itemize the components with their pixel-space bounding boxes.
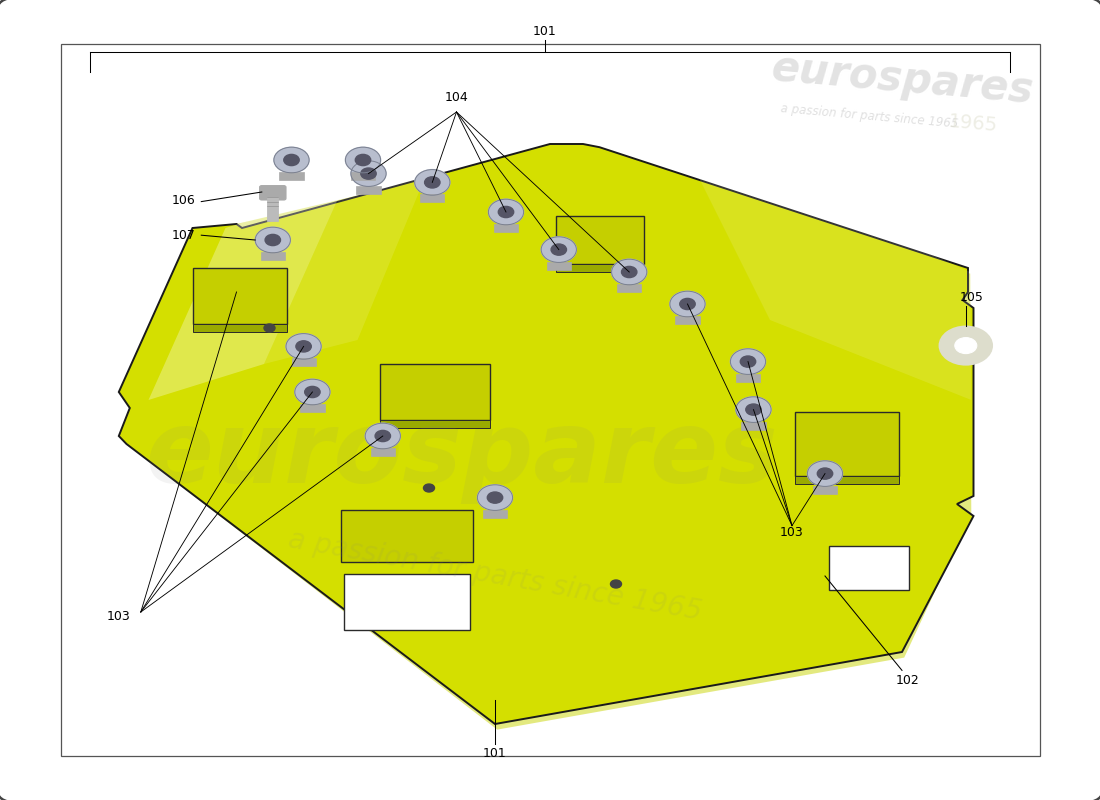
Bar xyxy=(617,284,641,292)
Circle shape xyxy=(365,423,400,449)
Circle shape xyxy=(415,170,450,195)
Polygon shape xyxy=(148,192,341,400)
Bar xyxy=(279,172,304,180)
Circle shape xyxy=(730,349,766,374)
Polygon shape xyxy=(343,574,471,630)
Text: eurospares: eurospares xyxy=(769,48,1035,112)
Text: 1965: 1965 xyxy=(948,112,999,136)
Bar xyxy=(483,510,507,518)
Text: eurospares: eurospares xyxy=(145,407,779,505)
Circle shape xyxy=(286,334,321,359)
Bar xyxy=(267,197,278,221)
Polygon shape xyxy=(123,150,971,730)
Circle shape xyxy=(477,485,513,510)
Circle shape xyxy=(425,177,440,188)
Bar xyxy=(351,172,375,180)
Circle shape xyxy=(284,154,299,166)
Polygon shape xyxy=(379,364,490,420)
Circle shape xyxy=(680,298,695,310)
Bar xyxy=(813,486,837,494)
Bar xyxy=(420,194,444,202)
Circle shape xyxy=(817,468,833,479)
Circle shape xyxy=(355,154,371,166)
Text: 103: 103 xyxy=(107,610,131,622)
Polygon shape xyxy=(264,168,429,364)
Polygon shape xyxy=(829,546,909,590)
Circle shape xyxy=(551,244,566,255)
Bar xyxy=(736,374,760,382)
Bar xyxy=(60,44,1040,756)
Circle shape xyxy=(498,206,514,218)
Circle shape xyxy=(740,356,756,367)
Bar xyxy=(300,404,324,412)
Circle shape xyxy=(541,237,576,262)
Circle shape xyxy=(345,147,381,173)
Polygon shape xyxy=(794,476,900,484)
Circle shape xyxy=(621,266,637,278)
Text: a passion for parts since 1965: a passion for parts since 1965 xyxy=(286,526,704,626)
Circle shape xyxy=(488,199,524,225)
Polygon shape xyxy=(556,216,644,264)
Circle shape xyxy=(375,430,390,442)
Bar xyxy=(675,316,700,324)
Polygon shape xyxy=(341,510,473,562)
Text: 102: 102 xyxy=(895,674,920,686)
Circle shape xyxy=(736,397,771,422)
Polygon shape xyxy=(119,144,974,724)
Bar xyxy=(356,186,381,194)
Bar xyxy=(261,252,285,260)
Circle shape xyxy=(487,492,503,503)
Circle shape xyxy=(274,147,309,173)
Circle shape xyxy=(264,324,275,332)
Circle shape xyxy=(939,326,992,365)
Text: 101: 101 xyxy=(532,26,557,38)
Circle shape xyxy=(351,161,386,186)
Circle shape xyxy=(265,234,280,246)
Circle shape xyxy=(612,259,647,285)
Polygon shape xyxy=(794,412,900,476)
Text: 106: 106 xyxy=(172,194,196,206)
Bar xyxy=(292,358,316,366)
Polygon shape xyxy=(194,324,286,332)
Text: 105: 105 xyxy=(959,291,983,304)
Circle shape xyxy=(296,341,311,352)
Circle shape xyxy=(305,386,320,398)
Circle shape xyxy=(610,580,621,588)
Bar xyxy=(371,448,395,456)
FancyBboxPatch shape xyxy=(260,186,286,200)
Polygon shape xyxy=(682,144,971,400)
Bar xyxy=(494,224,518,232)
Text: 103: 103 xyxy=(780,526,804,538)
Circle shape xyxy=(361,168,376,179)
Circle shape xyxy=(295,379,330,405)
Circle shape xyxy=(746,404,761,415)
Text: 104: 104 xyxy=(444,91,469,104)
Circle shape xyxy=(670,291,705,317)
Bar xyxy=(741,422,766,430)
Circle shape xyxy=(955,338,977,354)
Circle shape xyxy=(807,461,843,486)
Bar xyxy=(547,262,571,270)
Polygon shape xyxy=(194,268,286,324)
Circle shape xyxy=(424,484,434,492)
Polygon shape xyxy=(379,420,490,428)
Polygon shape xyxy=(556,264,644,272)
Text: a passion for parts since 1965: a passion for parts since 1965 xyxy=(780,102,958,130)
Circle shape xyxy=(255,227,290,253)
Text: 101: 101 xyxy=(483,747,507,760)
Text: 107: 107 xyxy=(172,229,196,242)
